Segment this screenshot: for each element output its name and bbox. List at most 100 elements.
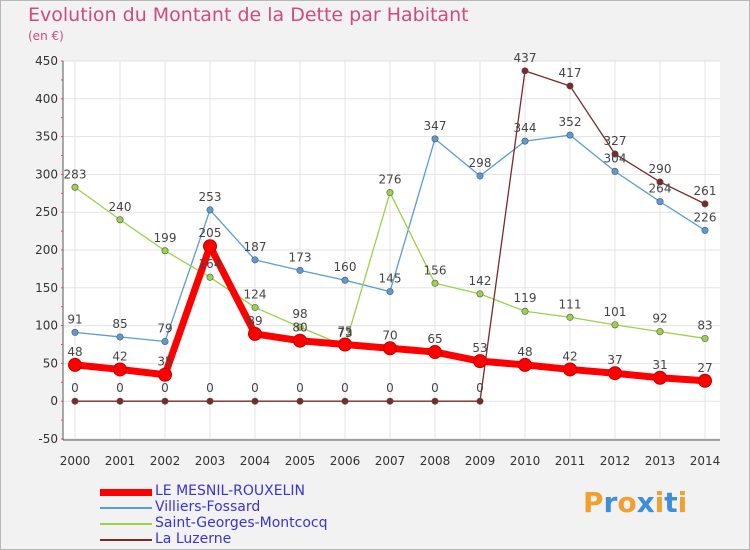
data-point-la-luzerne <box>701 200 709 208</box>
legend-swatch <box>100 539 152 541</box>
x-tick-label: 2004 <box>240 454 271 468</box>
y-tick-label: 350 <box>35 130 58 144</box>
data-label-le-mesnil-rouxelin: 42 <box>562 349 577 363</box>
data-label-saint-georges-montcocq: 73 <box>337 326 352 340</box>
data-point-saint-georges-montcocq <box>251 303 259 311</box>
legend-swatch <box>100 507 152 509</box>
legend-label: Saint-Georges-Montcocq <box>155 515 328 531</box>
data-label-villiers-fossard: 347 <box>424 119 447 133</box>
data-point-le-mesnil-rouxelin <box>383 341 397 356</box>
data-label-saint-georges-montcocq: 119 <box>514 291 537 305</box>
data-point-le-mesnil-rouxelin <box>563 362 577 377</box>
data-label-le-mesnil-rouxelin: 75 <box>337 325 352 339</box>
logo-letter: t <box>664 486 678 519</box>
data-point-saint-georges-montcocq <box>431 279 439 287</box>
logo-letter: o <box>617 486 637 519</box>
data-point-villiers-fossard <box>656 198 664 206</box>
data-label-le-mesnil-rouxelin: 65 <box>427 332 442 346</box>
data-point-la-luzerne <box>521 67 529 75</box>
data-label-saint-georges-montcocq: 283 <box>64 167 87 181</box>
data-point-la-luzerne <box>206 397 214 405</box>
data-point-le-mesnil-rouxelin <box>653 370 667 385</box>
data-label-villiers-fossard: 91 <box>67 312 82 326</box>
data-point-saint-georges-montcocq <box>521 307 529 315</box>
legend-swatch <box>100 489 152 496</box>
data-point-saint-georges-montcocq <box>71 183 79 191</box>
data-point-la-luzerne <box>71 397 79 405</box>
data-point-villiers-fossard <box>296 266 304 274</box>
data-label-villiers-fossard: 344 <box>514 121 537 135</box>
data-point-le-mesnil-rouxelin <box>338 337 352 352</box>
data-label-saint-georges-montcocq: 111 <box>559 297 582 311</box>
data-point-saint-georges-montcocq <box>656 328 664 336</box>
data-label-villiers-fossard: 160 <box>334 260 357 274</box>
data-point-saint-georges-montcocq <box>161 247 169 255</box>
data-point-villiers-fossard <box>161 337 169 345</box>
data-point-villiers-fossard <box>431 135 439 143</box>
data-label-la-luzerne: 327 <box>604 134 627 148</box>
data-point-villiers-fossard <box>701 226 709 234</box>
x-tick-label: 2007 <box>375 454 406 468</box>
data-point-le-mesnil-rouxelin <box>608 366 622 381</box>
data-label-le-mesnil-rouxelin: 27 <box>697 361 712 375</box>
data-label-saint-georges-montcocq: 142 <box>469 274 492 288</box>
data-label-villiers-fossard: 79 <box>157 321 172 335</box>
y-tick-label: 0 <box>50 394 58 408</box>
data-label-le-mesnil-rouxelin: 48 <box>67 345 82 359</box>
y-tick-label: 150 <box>35 281 58 295</box>
data-label-la-luzerne: 0 <box>476 381 484 395</box>
data-label-la-luzerne: 0 <box>71 381 79 395</box>
data-point-villiers-fossard <box>386 288 394 296</box>
x-tick-label: 2005 <box>285 454 316 468</box>
y-tick-label: 300 <box>35 167 58 181</box>
data-label-le-mesnil-rouxelin: 70 <box>382 328 397 342</box>
data-point-saint-georges-montcocq <box>611 321 619 329</box>
y-tick-label: 100 <box>35 319 58 333</box>
data-point-le-mesnil-rouxelin <box>248 326 262 341</box>
data-label-saint-georges-montcocq: 156 <box>424 263 447 277</box>
data-label-la-luzerne: 290 <box>649 162 672 176</box>
data-point-le-mesnil-rouxelin <box>293 333 307 348</box>
x-tick-label: 2008 <box>420 454 451 468</box>
data-label-saint-georges-montcocq: 124 <box>244 287 267 301</box>
data-point-la-luzerne <box>116 397 124 405</box>
data-label-saint-georges-montcocq: 276 <box>379 173 402 187</box>
data-label-la-luzerne: 0 <box>386 381 394 395</box>
data-label-villiers-fossard: 226 <box>694 210 717 224</box>
data-label-villiers-fossard: 145 <box>379 272 402 286</box>
data-label-le-mesnil-rouxelin: 53 <box>472 341 487 355</box>
logo-letter: i <box>677 486 688 519</box>
data-label-le-mesnil-rouxelin: 35 <box>157 355 172 369</box>
y-tick-label: 200 <box>35 243 58 257</box>
x-tick-label: 2002 <box>150 454 181 468</box>
data-label-la-luzerne: 0 <box>251 381 259 395</box>
data-point-la-luzerne <box>386 397 394 405</box>
data-label-saint-georges-montcocq: 199 <box>154 231 177 245</box>
y-tick-label: 250 <box>35 205 58 219</box>
data-label-saint-georges-montcocq: 98 <box>292 307 307 321</box>
data-point-la-luzerne <box>566 82 574 90</box>
data-label-la-luzerne: 0 <box>206 381 214 395</box>
data-point-villiers-fossard <box>71 328 79 336</box>
data-label-le-mesnil-rouxelin: 31 <box>652 358 667 372</box>
x-tick-label: 2012 <box>600 454 631 468</box>
logo-letter: i <box>654 486 665 519</box>
data-label-la-luzerne: 0 <box>431 381 439 395</box>
data-point-villiers-fossard <box>476 172 484 180</box>
logo-letter: r <box>603 486 618 519</box>
data-label-la-luzerne: 0 <box>161 381 169 395</box>
data-point-le-mesnil-rouxelin <box>518 357 532 372</box>
data-point-le-mesnil-rouxelin <box>428 345 442 360</box>
y-tick-label: 50 <box>43 356 58 370</box>
data-point-le-mesnil-rouxelin <box>203 239 217 254</box>
data-point-la-luzerne <box>296 397 304 405</box>
data-label-villiers-fossard: 298 <box>469 156 492 170</box>
x-tick-label: 2014 <box>690 454 721 468</box>
data-point-saint-georges-montcocq <box>566 313 574 321</box>
x-tick-label: 2001 <box>105 454 136 468</box>
x-tick-label: 2013 <box>645 454 676 468</box>
x-tick-label: 2009 <box>465 454 496 468</box>
chart-unit-label: (en €) <box>28 29 64 43</box>
data-label-le-mesnil-rouxelin: 48 <box>517 345 532 359</box>
